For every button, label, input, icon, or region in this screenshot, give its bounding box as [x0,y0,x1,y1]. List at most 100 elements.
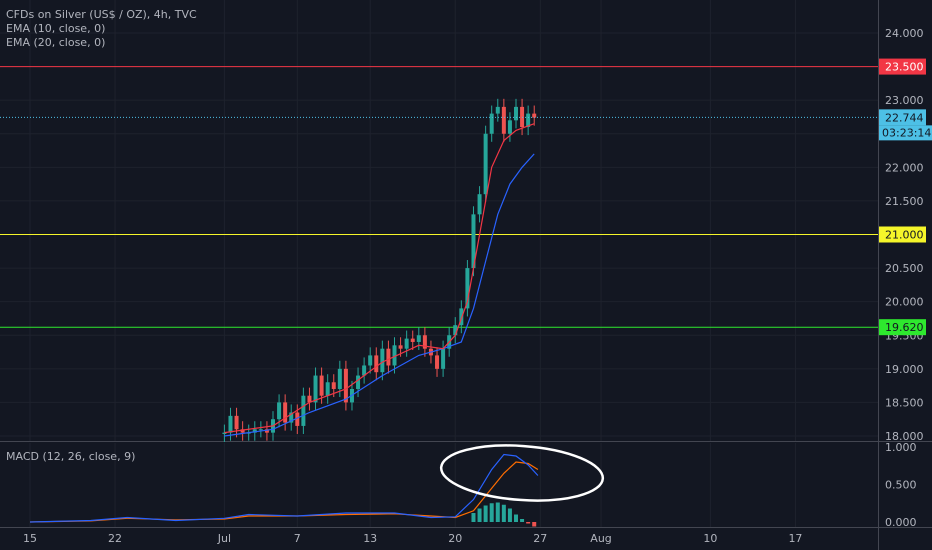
candle-body [526,113,531,128]
candle-body [422,335,427,349]
candle-body [368,355,373,366]
candle-body [325,382,330,396]
level-tag [879,226,926,243]
price-tick-label: 19.000 [885,363,924,376]
candle-body [337,368,342,389]
macd-legend: MACD (12, 26, close, 9) [6,450,136,463]
price-tick-label: 24.000 [885,27,924,40]
chart-title: CFDs on Silver (US$ / OZ), 4h, TVC [6,8,197,21]
histogram-bar [477,508,482,522]
candle-body [532,113,537,118]
candle-body [398,345,403,349]
candle-body [435,355,440,369]
countdown-tag [879,125,932,141]
candle-body [319,375,324,396]
ema10-legend: EMA (10, close, 0) [6,22,106,35]
time-tick-label: 7 [294,532,301,545]
candles [222,98,537,443]
candle-body [477,194,482,215]
ema10-line [224,123,535,434]
candle-body [277,402,282,420]
candle-body [416,335,421,342]
candle-body [283,402,288,423]
histogram-bar [471,513,476,522]
price-tick-label: 23.000 [885,94,924,107]
time-tick-label: Jul [217,532,231,545]
level-label: 23.500 [885,61,924,74]
price-tick-label: 18.500 [885,396,924,409]
histogram-bar [483,505,488,522]
candle-body [410,338,415,342]
candle-body [489,113,494,134]
histogram-bar [526,522,531,524]
candle-body [228,415,233,433]
candle-body [507,120,512,134]
histogram-bar [520,519,525,522]
candle-body [514,106,518,121]
price-tick-label: 21.500 [885,195,924,208]
macd-tick-label: 0.500 [885,479,917,492]
candle-body [313,375,318,403]
candle-body [362,365,367,376]
candle-body [222,432,227,434]
level-tag [879,58,926,75]
candle-body [343,368,348,403]
candle-body [307,395,312,403]
last-price-tag [879,109,926,126]
macd-tick-label: 0.000 [885,516,917,529]
ema20-legend: EMA (20, close, 0) [6,36,106,49]
candle-body [295,412,300,426]
level-label: 19.620 [885,321,924,334]
candle-body [483,133,488,195]
price-tick-label: 22.000 [885,161,924,174]
price-tick-label: 20.500 [885,262,924,275]
candle-body [495,106,500,114]
candle-body [252,429,257,433]
candle-body [386,348,391,366]
candle-body [258,429,263,431]
time-tick-label: 27 [533,532,547,545]
histogram-bar [514,514,518,522]
time-tick-label: 17 [788,532,802,545]
grid [0,0,878,527]
macd-tick-label: 1.000 [885,441,917,454]
candle-body [501,106,506,134]
ema20-line [224,153,535,437]
candle-body [289,412,294,423]
candle-body [404,338,409,349]
macd-signal-line [29,461,539,523]
macd-histogram [471,502,537,527]
macd-line [29,453,539,523]
histogram-bar [507,508,512,522]
annotation-ellipse [439,444,605,502]
time-tick-label: 15 [23,532,37,545]
candle-body [240,429,245,433]
time-tick-label: 13 [363,532,377,545]
candle-body [453,325,458,336]
candle-body [441,348,446,369]
candle-body [465,268,470,309]
candle-body [356,375,361,389]
histogram-bar [489,503,494,522]
candle-body [471,214,476,269]
candle-body [331,382,336,389]
time-tick-label: Aug [590,532,611,545]
histogram-bar [495,502,500,522]
candle-body [301,395,306,426]
candle-body [392,345,397,366]
histogram-bar [501,504,506,522]
candle-body [234,415,239,430]
candle-body [264,429,269,433]
time-tick-label: 22 [108,532,122,545]
price-tick-label: 20.000 [885,296,924,309]
time-tick-label: 20 [448,532,462,545]
price-tick-label: 18.000 [885,430,924,443]
candle-body [374,355,379,373]
last-price-label: 22.744 [885,111,924,124]
candle-body [380,348,385,373]
level-label: 21.000 [885,229,924,242]
countdown-label: 03:23:14 [882,126,931,139]
time-tick-label: 10 [703,532,717,545]
